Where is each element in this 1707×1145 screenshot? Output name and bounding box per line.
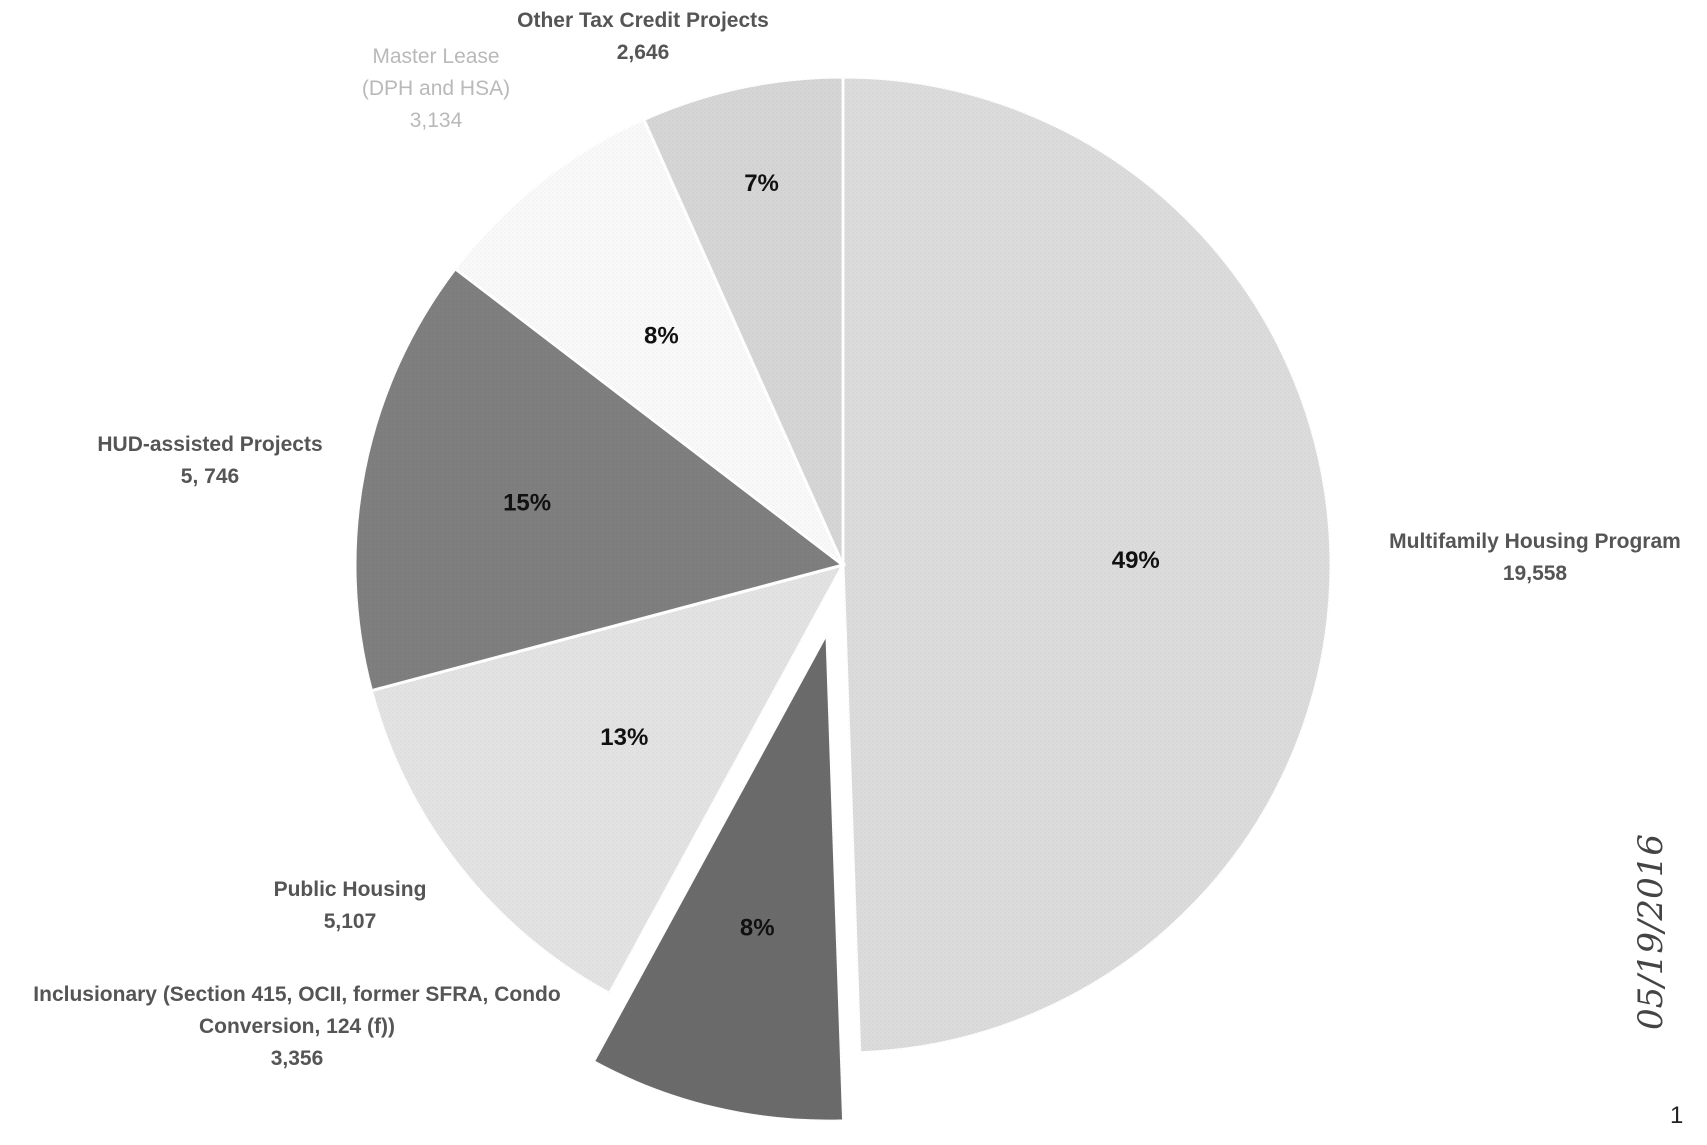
pie-slice-value-label-2: 3,356 xyxy=(271,1047,324,1070)
pie-slice-category-label-3: Public Housing xyxy=(274,878,427,901)
page-number: 1 xyxy=(1670,1102,1683,1129)
pie-slice-category-label-5-line-2: (DPH and HSA) xyxy=(362,77,510,100)
pie-slice-percent-label-4: 15% xyxy=(503,489,551,516)
pie-slices xyxy=(353,75,1333,1123)
pie-slice-value-label-4: 5, 746 xyxy=(181,465,239,488)
pie-slice-percent-label-3: 13% xyxy=(600,724,648,751)
pie-slice-category-label-2-line-1: Inclusionary (Section 415, OCII, former … xyxy=(33,983,560,1006)
pie-slice-texture-5 xyxy=(455,119,843,565)
pie-slice-percent-label-2: 8% xyxy=(740,915,775,942)
pie-slice-value-label-3: 5,107 xyxy=(324,910,377,933)
pie-slice-value-label-1: 19,558 xyxy=(1503,562,1568,585)
pie-slice-percent-label-5: 8% xyxy=(644,322,679,349)
pie-slice-value-label-6: 2,646 xyxy=(617,41,670,64)
pie-slice-texture-3 xyxy=(371,565,843,994)
page-annotations: 05/19/2016 1 xyxy=(1631,834,1683,1129)
pie-slice-category-label-6: Other Tax Credit Projects xyxy=(517,9,769,32)
pie-slice-texture-1 xyxy=(843,77,1331,1053)
pie-slice-category-label-1: Multifamily Housing Program xyxy=(1389,530,1681,553)
pie-slice-category-label-4: HUD-assisted Projects xyxy=(97,433,322,456)
pie-labels: 49% Multifamily Housing Program 19,558 8% In… xyxy=(33,9,1681,1070)
handwritten-date: 05/19/2016 xyxy=(1631,834,1671,1030)
pie-slice-percent-label-6: 7% xyxy=(744,170,779,197)
pie-slice-percent-label-1: 49% xyxy=(1112,547,1160,574)
pie-slice-texture-2 xyxy=(593,633,844,1122)
pie-slice-category-label-2-line-2: Conversion, 124 (f)) xyxy=(199,1015,395,1038)
pie-slice-value-label-5: 3,134 xyxy=(410,109,463,132)
pie-slice-texture-4 xyxy=(354,268,843,691)
pie-slice-texture-6 xyxy=(643,77,843,565)
pie-slice-category-label-5-line-1: Master Lease xyxy=(372,45,499,68)
